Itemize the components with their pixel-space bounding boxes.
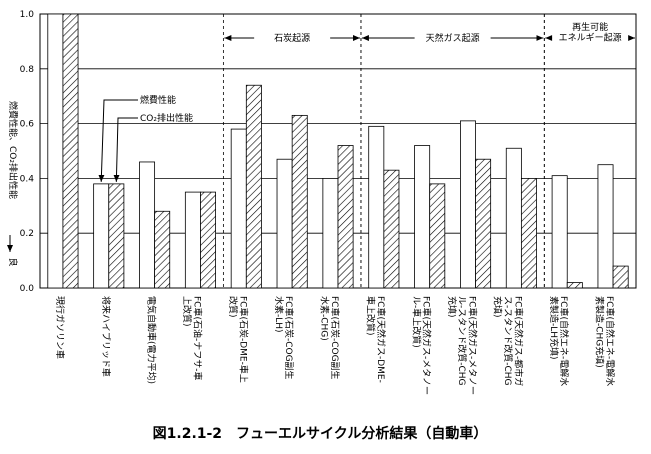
group-label: 天然ガス起源	[426, 32, 480, 44]
bar	[612, 265, 629, 289]
y-tick-label: 0.2	[20, 229, 34, 239]
bar	[62, 13, 79, 289]
bar	[597, 164, 614, 289]
y-tick-label: 0.0	[20, 284, 35, 294]
bar	[139, 161, 156, 289]
y-label: 燃費性能、CO₂排出性能	[7, 101, 19, 199]
group-label-bg	[552, 22, 629, 50]
bar	[184, 191, 201, 289]
x-tick-label: FC車(天然ガス-都市ガス-スタンド改質-CHG充填)	[492, 296, 525, 386]
bar	[429, 183, 446, 289]
x-tick-label: FC車(自然エネ-電解水素製造-CHG充填)	[594, 296, 616, 386]
bar	[108, 183, 125, 289]
x-tick-label: FC車(石炭-DME-車上改質)	[227, 296, 249, 383]
bar	[47, 13, 64, 289]
bar	[337, 145, 354, 289]
good-label: 良	[7, 257, 19, 266]
bar	[230, 128, 247, 289]
x-tick-label: FC車(石炭-COG副生水素-LH)	[273, 296, 295, 380]
bar	[154, 210, 171, 289]
bar	[460, 120, 476, 289]
y-tick-label: 0.8	[20, 65, 35, 75]
bar	[383, 169, 400, 289]
bar	[505, 147, 522, 289]
bar	[414, 145, 431, 289]
group-label: 石炭起源	[274, 33, 310, 44]
x-tick-label: 将来ハイブリッド車	[100, 296, 112, 377]
x-tick-label: FC車(天然ガス-メタノール-車上改質)	[410, 296, 432, 395]
bar	[93, 183, 110, 289]
x-tick-label: 電気自動車(電力平均)	[146, 296, 158, 384]
legend-label: CO₂排出性能	[140, 112, 193, 124]
x-tick-label: FC車(天然ガス-DME-車上改質)	[364, 296, 386, 383]
y-tick-label: 0.6	[20, 120, 35, 130]
x-tick-label: FC車(自然エネ-電解水素製造-LH充填)	[548, 296, 570, 386]
bar	[276, 158, 293, 289]
x-tick-label: FC車(天然ガス-メタノール-スタンド改質-CHG充填)	[446, 296, 479, 395]
group-label-bg	[254, 31, 331, 44]
legend-leader	[98, 99, 138, 182]
legend-label: 燃費性能	[140, 94, 176, 106]
bar	[520, 177, 537, 289]
y-tick-label: 0.4	[20, 174, 35, 184]
bar	[475, 158, 492, 289]
x-tick-label: FC車(石油-ナフサ-車上改質)	[181, 296, 203, 380]
bar	[245, 84, 262, 289]
bar	[291, 114, 308, 289]
bar	[322, 177, 339, 289]
bar	[566, 282, 583, 289]
legend-leader	[113, 117, 138, 182]
group-label-bg	[414, 31, 491, 44]
bar	[551, 175, 568, 289]
group-label: 再生可能エネルギー起源	[559, 21, 622, 43]
caption: 図1.2.1-2 フューエルサイクル分析結果（自動車）	[153, 425, 488, 442]
y-tick-label: 1.0	[20, 10, 35, 20]
x-tick-label: 現行ガソリン車	[54, 296, 66, 359]
x-tick-label: FC車(石炭-COG副生水素-CHG)	[319, 296, 341, 380]
bar	[368, 125, 385, 289]
bar	[200, 191, 216, 289]
